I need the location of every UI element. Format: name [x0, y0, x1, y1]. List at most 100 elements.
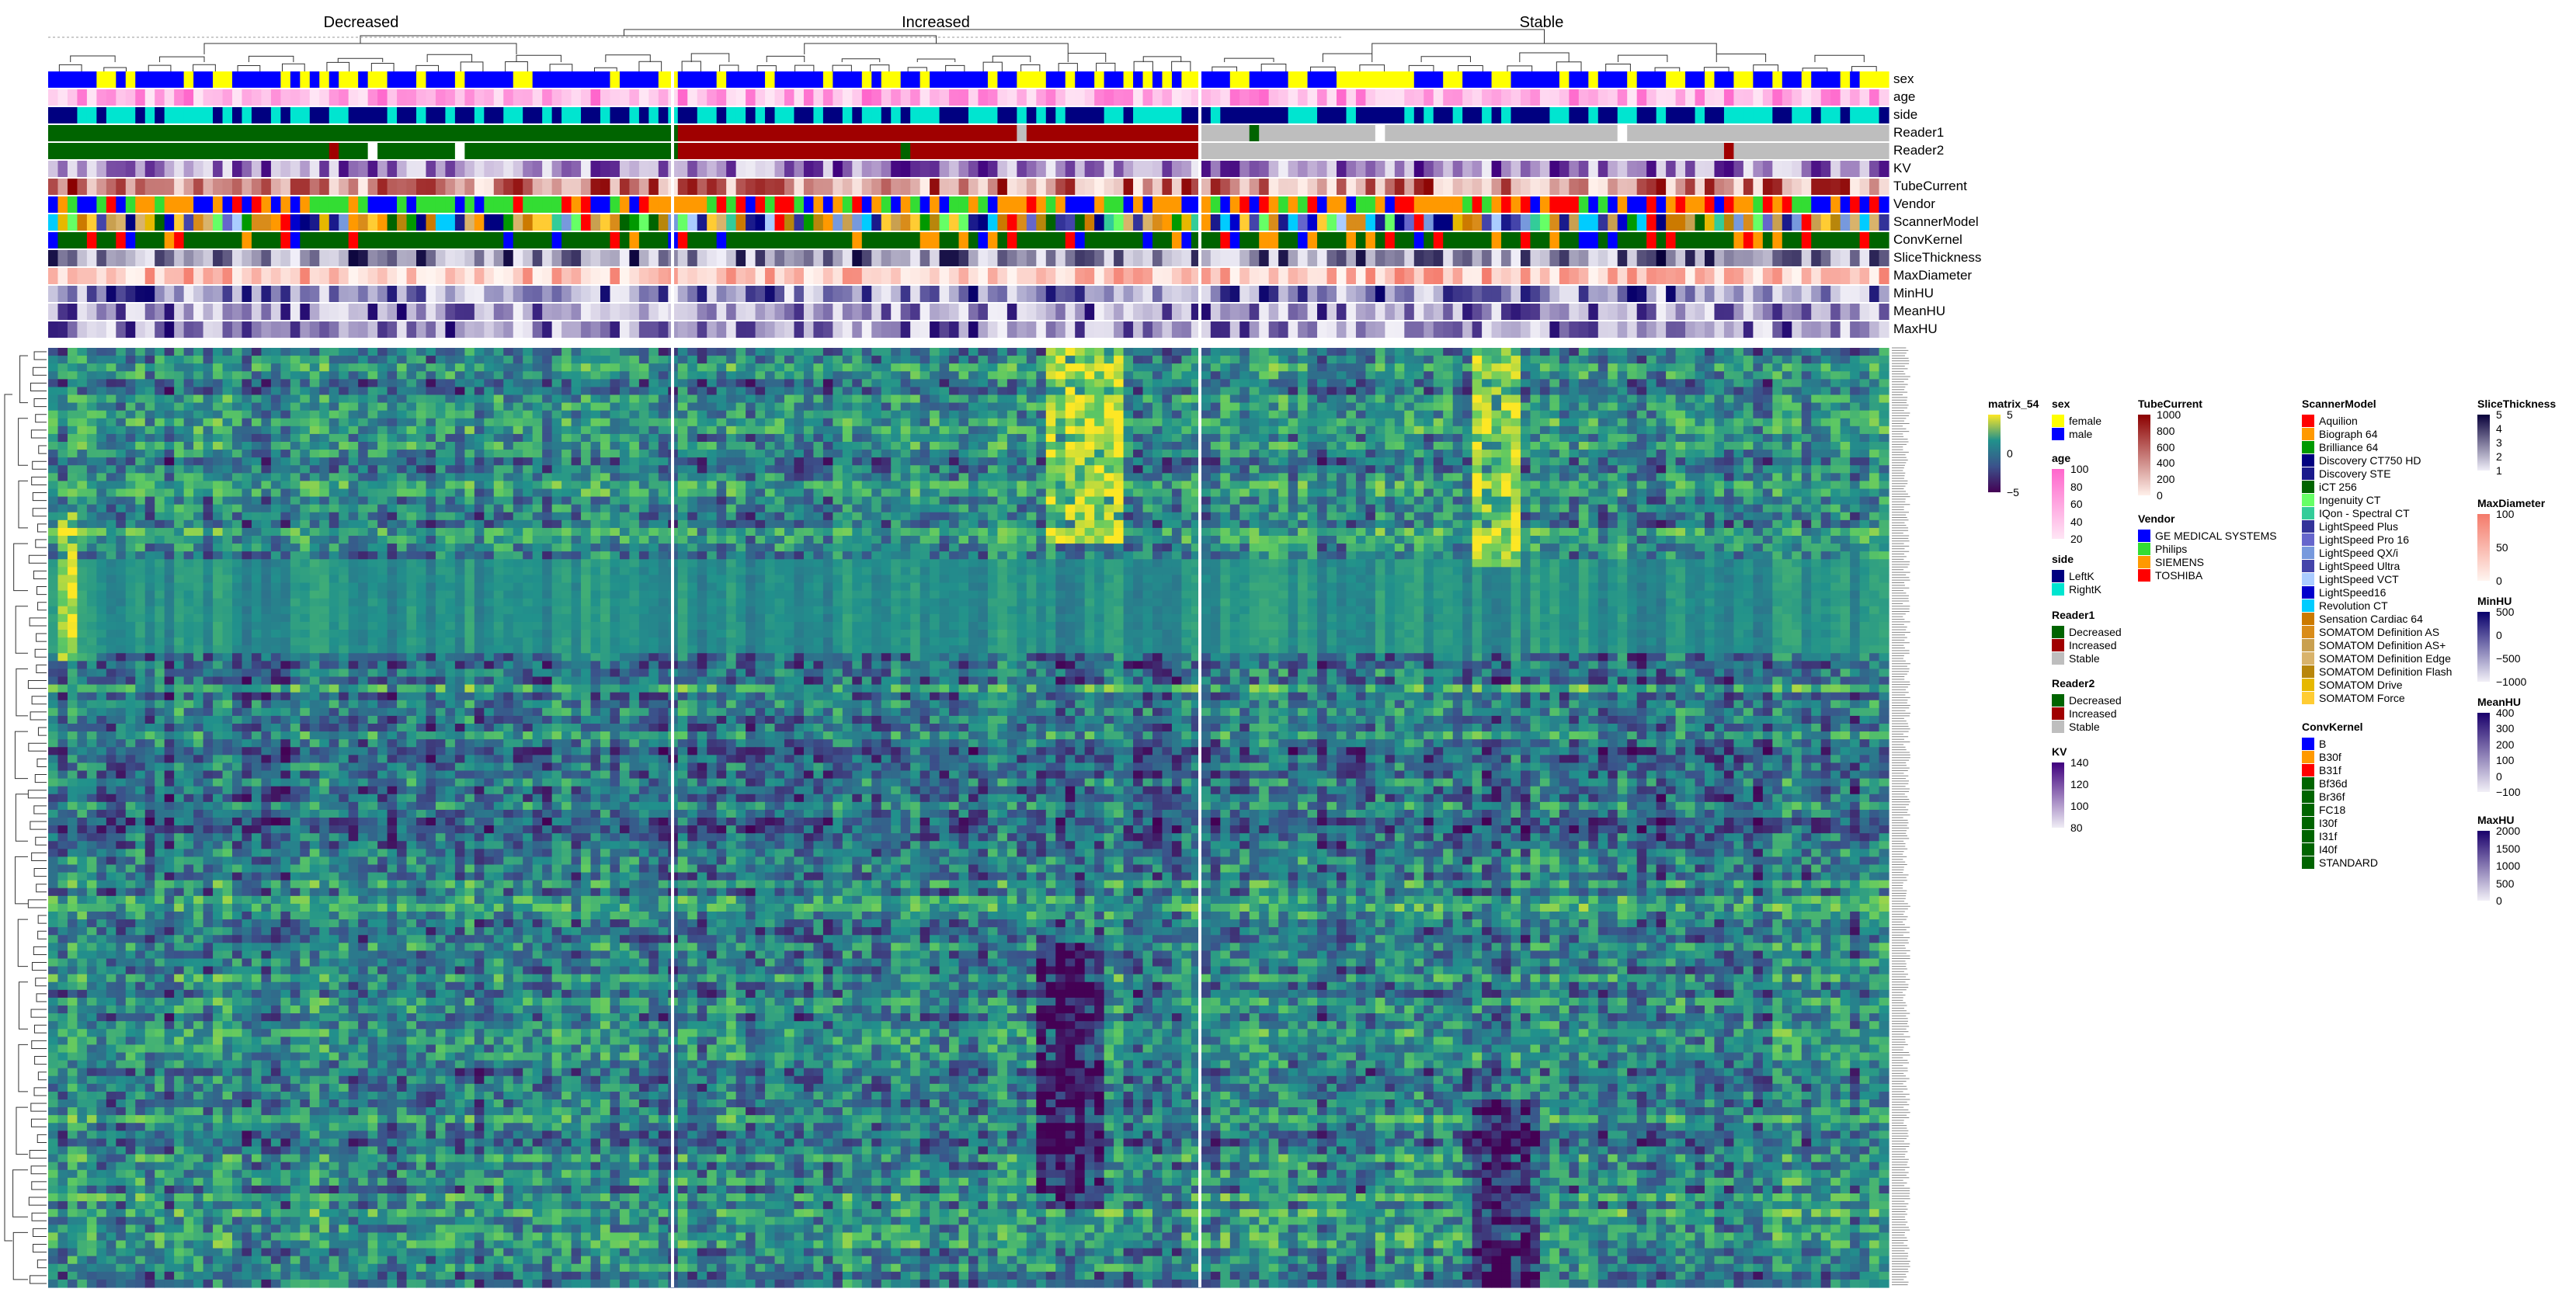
legend-label-reader2: Decreased	[2069, 694, 2122, 707]
annotation-track-side	[48, 107, 1889, 123]
heatmap-row	[48, 348, 1889, 356]
legend-swatch-scannermodel	[2302, 520, 2314, 533]
legend-title-reader1: Reader1	[2052, 609, 2095, 621]
annotation-label-age: age	[1893, 89, 1915, 105]
heatmap-row	[48, 762, 1889, 771]
legend-title-convkernel: ConvKernel	[2302, 721, 2363, 733]
heatmap-row	[48, 1232, 1889, 1241]
heatmap-row	[48, 1084, 1889, 1092]
legend-label-side: RightK	[2069, 583, 2101, 596]
legend-label-scannermodel: Ingenuity CT	[2319, 494, 2380, 506]
legend-label-convkernel: B31f	[2319, 764, 2341, 776]
heatmap-row	[48, 419, 1889, 427]
heatmap-row	[48, 1006, 1889, 1014]
row-labels	[1892, 348, 1910, 1285]
annotation-tracks	[48, 71, 1889, 338]
legend-label-reader2: Increased	[2069, 707, 2116, 720]
heatmap-row	[48, 833, 1889, 842]
legend-swatch-reader1	[2052, 626, 2064, 638]
heatmap-row	[48, 630, 1889, 638]
heatmap-row	[48, 904, 1889, 912]
heatmap-row	[48, 919, 1889, 928]
legend-swatch-vendor	[2138, 556, 2150, 568]
heatmap-row	[48, 1037, 1889, 1045]
legend-label-convkernel: Bf36d	[2319, 777, 2348, 790]
legend-tick-minhu: 500	[2496, 606, 2514, 618]
legend-label-scannermodel: SOMATOM Drive	[2319, 679, 2403, 691]
legend-gradient-meanhu	[2477, 713, 2490, 792]
heatmap-row	[48, 927, 1889, 936]
heatmap-row	[48, 716, 1889, 724]
legend-swatch-sex	[2052, 415, 2064, 427]
legend-tick-meanhu: 100	[2496, 754, 2514, 766]
heatmap-row	[48, 998, 1889, 1006]
legend-gradient-kv	[2052, 762, 2064, 828]
legend-tick-age: 100	[2070, 463, 2088, 475]
annotation-track-meanhu	[48, 304, 1889, 320]
legend-label-scannermodel: SOMATOM Definition AS	[2319, 626, 2439, 638]
legend-tick-matrix: 5	[2007, 408, 2013, 421]
legend-title-reader2: Reader2	[2052, 677, 2095, 689]
legend-swatch-scannermodel	[2302, 467, 2314, 480]
legend-swatch-reader1	[2052, 639, 2064, 651]
heatmap-row	[48, 935, 1889, 943]
annotation-track-reader2	[48, 143, 1889, 159]
legend-swatch-sex	[2052, 428, 2064, 440]
legend-swatch-scannermodel	[2302, 415, 2314, 427]
heatmap-row	[48, 825, 1889, 834]
heatmap-row	[48, 974, 1889, 983]
heatmap-row	[48, 1123, 1889, 1131]
legend-tick-kv: 120	[2070, 778, 2088, 790]
heatmap-row	[48, 1021, 1889, 1030]
annotation-label-maxdiameter: MaxDiameter	[1893, 268, 1972, 283]
heatmap-row	[48, 943, 1889, 951]
annotation-track-maxhu	[48, 321, 1889, 338]
legend-tick-meanhu: −100	[2496, 786, 2521, 798]
annotation-track-slicethickness	[48, 250, 1889, 266]
heatmap-row	[48, 912, 1889, 920]
legend-label-scannermodel: Discovery CT750 HD	[2319, 454, 2421, 467]
legend-title-matrix: matrix_54	[1988, 398, 2039, 410]
annotation-track-sex	[48, 71, 1889, 88]
heatmap-row	[48, 591, 1889, 599]
heatmap-row	[48, 575, 1889, 583]
heatmap-row	[48, 606, 1889, 615]
heatmap-row	[48, 1044, 1889, 1053]
heatmap-row	[48, 395, 1889, 404]
heatmap-row	[48, 645, 1889, 654]
legend-label-vendor: SIEMENS	[2155, 556, 2204, 568]
heatmap-row	[48, 1178, 1889, 1186]
heatmap-row	[48, 1217, 1889, 1225]
legend-gradient-minhu	[2477, 612, 2490, 682]
heatmap-row	[48, 747, 1889, 755]
heatmap-row	[48, 841, 1889, 849]
legend-tick-minhu: −500	[2496, 652, 2521, 665]
heatmap-row	[48, 856, 1889, 865]
legend-tick-age: 20	[2070, 533, 2083, 545]
heatmap-row	[48, 1115, 1889, 1124]
annotation-label-side: side	[1893, 107, 1917, 123]
legend-label-scannermodel: SOMATOM Definition AS+	[2319, 639, 2446, 651]
heatmap-row	[48, 1061, 1889, 1069]
heatmap-row	[48, 637, 1889, 646]
heatmap-row	[48, 371, 1889, 380]
heatmap-row	[48, 810, 1889, 818]
heatmap-row	[48, 693, 1889, 701]
legend-label-vendor: Philips	[2155, 543, 2187, 555]
annotation-track-age	[48, 89, 1889, 106]
heatmap-row	[48, 1147, 1889, 1155]
legend-swatch-scannermodel	[2302, 428, 2314, 440]
heatmap-row	[48, 1170, 1889, 1179]
legend-label-scannermodel: Brilliance 64	[2319, 441, 2378, 453]
heatmap-row	[48, 1186, 1889, 1194]
annotation-label-vendor: Vendor	[1893, 196, 1935, 212]
heatmap-row	[48, 403, 1889, 412]
heatmap-row	[48, 818, 1889, 826]
heatmap-row	[48, 1131, 1889, 1139]
legend-title-age: age	[2052, 452, 2070, 464]
group-title-increased: Increased	[870, 14, 1002, 32]
annotation-label-reader1: Reader1	[1893, 125, 1944, 141]
heatmap-row	[48, 512, 1889, 521]
